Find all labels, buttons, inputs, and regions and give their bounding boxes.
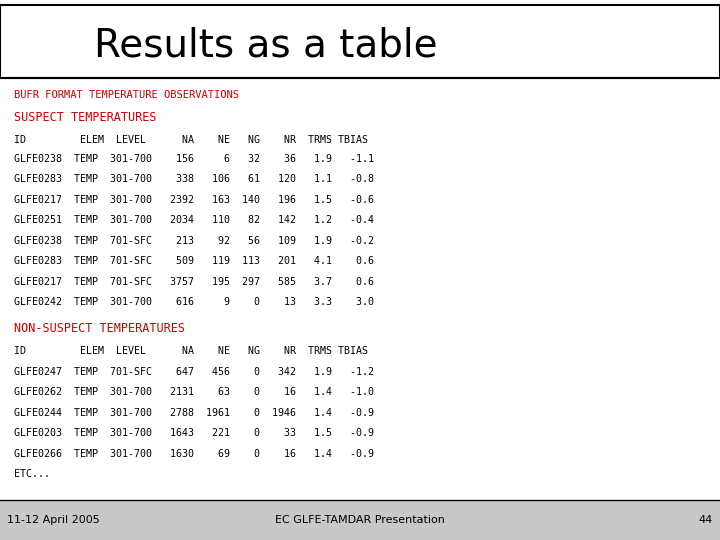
Text: 44: 44 — [698, 515, 713, 525]
Text: GLFE0217  TEMP  701-SFC   3757   195  297   585   3.7    0.6: GLFE0217 TEMP 701-SFC 3757 195 297 585 3… — [14, 277, 374, 287]
Text: GLFE0283  TEMP  301-700    338   106   61   120   1.1   -0.8: GLFE0283 TEMP 301-700 338 106 61 120 1.1… — [14, 174, 374, 184]
Text: GLFE0262  TEMP  301-700   2131    63    0    16   1.4   -1.0: GLFE0262 TEMP 301-700 2131 63 0 16 1.4 -… — [14, 387, 374, 397]
Text: 11-12 April 2005: 11-12 April 2005 — [7, 515, 100, 525]
Text: Results as a table: Results as a table — [94, 27, 437, 65]
Text: GLFE0238  TEMP  301-700    156     6   32    36   1.9   -1.1: GLFE0238 TEMP 301-700 156 6 32 36 1.9 -1… — [14, 154, 374, 164]
Text: GLFE0203  TEMP  301-700   1643   221    0    33   1.5   -0.9: GLFE0203 TEMP 301-700 1643 221 0 33 1.5 … — [14, 428, 374, 438]
Text: GLFE0266  TEMP  301-700   1630    69    0    16   1.4   -0.9: GLFE0266 TEMP 301-700 1630 69 0 16 1.4 -… — [14, 449, 374, 458]
Text: NON-SUSPECT TEMPERATURES: NON-SUSPECT TEMPERATURES — [14, 322, 186, 335]
Text: GLFE0247  TEMP  701-SFC    647   456    0   342   1.9   -1.2: GLFE0247 TEMP 701-SFC 647 456 0 342 1.9 … — [14, 367, 374, 376]
Text: GLFE0242  TEMP  301-700    616     9    0    13   3.3    3.0: GLFE0242 TEMP 301-700 616 9 0 13 3.3 3.0 — [14, 298, 374, 307]
Text: SUSPECT TEMPERATURES: SUSPECT TEMPERATURES — [14, 111, 157, 124]
Text: BUFR FORMAT TEMPERATURE OBSERVATIONS: BUFR FORMAT TEMPERATURE OBSERVATIONS — [14, 90, 239, 99]
Text: GLFE0217  TEMP  301-700   2392   163  140   196   1.5   -0.6: GLFE0217 TEMP 301-700 2392 163 140 196 1… — [14, 195, 374, 205]
Text: ID         ELEM  LEVEL      NA    NE   NG    NR  TRMS TBIAS: ID ELEM LEVEL NA NE NG NR TRMS TBIAS — [14, 346, 369, 356]
Text: GLFE0283  TEMP  701-SFC    509   119  113   201   4.1    0.6: GLFE0283 TEMP 701-SFC 509 119 113 201 4.… — [14, 256, 374, 266]
Text: GLFE0238  TEMP  701-SFC    213    92   56   109   1.9   -0.2: GLFE0238 TEMP 701-SFC 213 92 56 109 1.9 … — [14, 236, 374, 246]
Text: GLFE0244  TEMP  301-700   2788  1961    0  1946   1.4   -0.9: GLFE0244 TEMP 301-700 2788 1961 0 1946 1… — [14, 408, 374, 417]
Text: ID         ELEM  LEVEL      NA    NE   NG    NR  TRMS TBIAS: ID ELEM LEVEL NA NE NG NR TRMS TBIAS — [14, 136, 369, 145]
Text: EC GLFE-TAMDAR Presentation: EC GLFE-TAMDAR Presentation — [275, 515, 445, 525]
FancyBboxPatch shape — [0, 5, 720, 78]
Text: GLFE0251  TEMP  301-700   2034   110   82   142   1.2   -0.4: GLFE0251 TEMP 301-700 2034 110 82 142 1.… — [14, 215, 374, 225]
Text: ETC...: ETC... — [14, 469, 50, 479]
FancyBboxPatch shape — [0, 500, 720, 540]
